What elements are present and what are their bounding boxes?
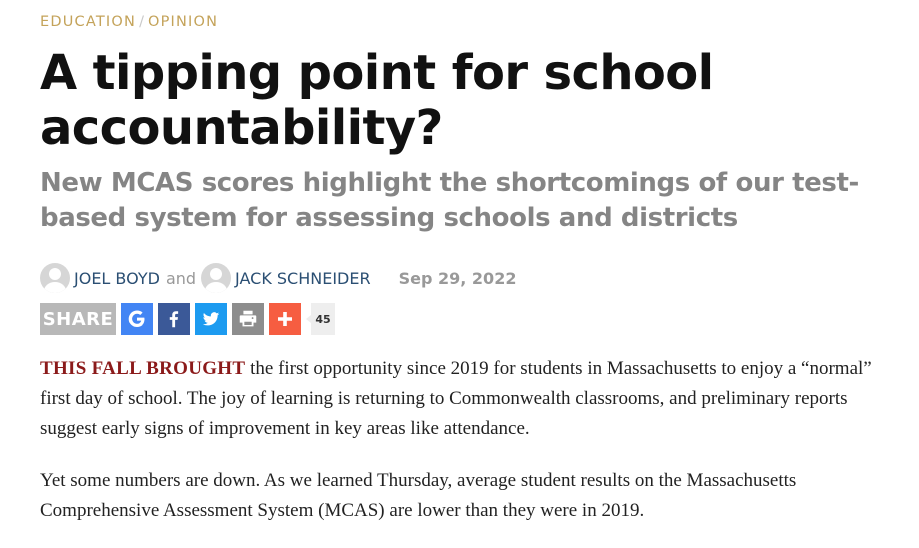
paragraph-lead-in: THIS FALL BROUGHT [40, 358, 246, 379]
google-icon [125, 307, 149, 331]
article-body: THIS FALL BROUGHT the first opportunity … [40, 354, 900, 548]
author-link-joel-boyd[interactable]: JOEL BOYD [74, 268, 160, 288]
breadcrumb-item-education[interactable]: EDUCATION [40, 14, 137, 30]
byline-conjunction: and [165, 268, 197, 288]
author-link-jack-schneider[interactable]: JACK SCHNEIDER [235, 268, 371, 288]
twitter-icon [200, 308, 222, 330]
paragraph-text: the first opportunity since 2019 for stu… [40, 358, 872, 439]
author-avatar-icon [201, 263, 232, 293]
author-avatar-icon [40, 263, 70, 293]
share-more-button[interactable] [269, 303, 301, 335]
share-twitter-button[interactable] [195, 303, 227, 335]
article-paragraph: Yet some numbers are down. As we learned… [40, 466, 900, 526]
plus-icon [275, 309, 295, 329]
breadcrumb-item-opinion[interactable]: OPINION [147, 14, 219, 30]
print-icon [237, 308, 259, 330]
share-facebook-button[interactable] [158, 303, 190, 335]
paragraph-text: Yet some numbers are down. As we learned… [40, 470, 797, 521]
facebook-icon [163, 308, 185, 330]
byline: JOEL BOYD and JACK SCHNEIDER Sep 29, 202… [40, 262, 516, 294]
breadcrumb-separator: / [139, 14, 144, 30]
share-label: SHARE [40, 303, 116, 335]
share-google-button[interactable] [121, 303, 153, 335]
share-count: 45 [306, 303, 335, 335]
article-subtitle: New MCAS scores highlight the shortcomin… [40, 168, 859, 233]
article-paragraph: THIS FALL BROUGHT the first opportunity … [40, 354, 900, 444]
article-title: A tipping point for school accountabilit… [40, 45, 714, 156]
breadcrumb: EDUCATION / OPINION [40, 14, 218, 30]
share-bar: SHARE 45 [40, 303, 335, 335]
print-button[interactable] [232, 303, 264, 335]
publish-date: Sep 29, 2022 [398, 268, 517, 288]
